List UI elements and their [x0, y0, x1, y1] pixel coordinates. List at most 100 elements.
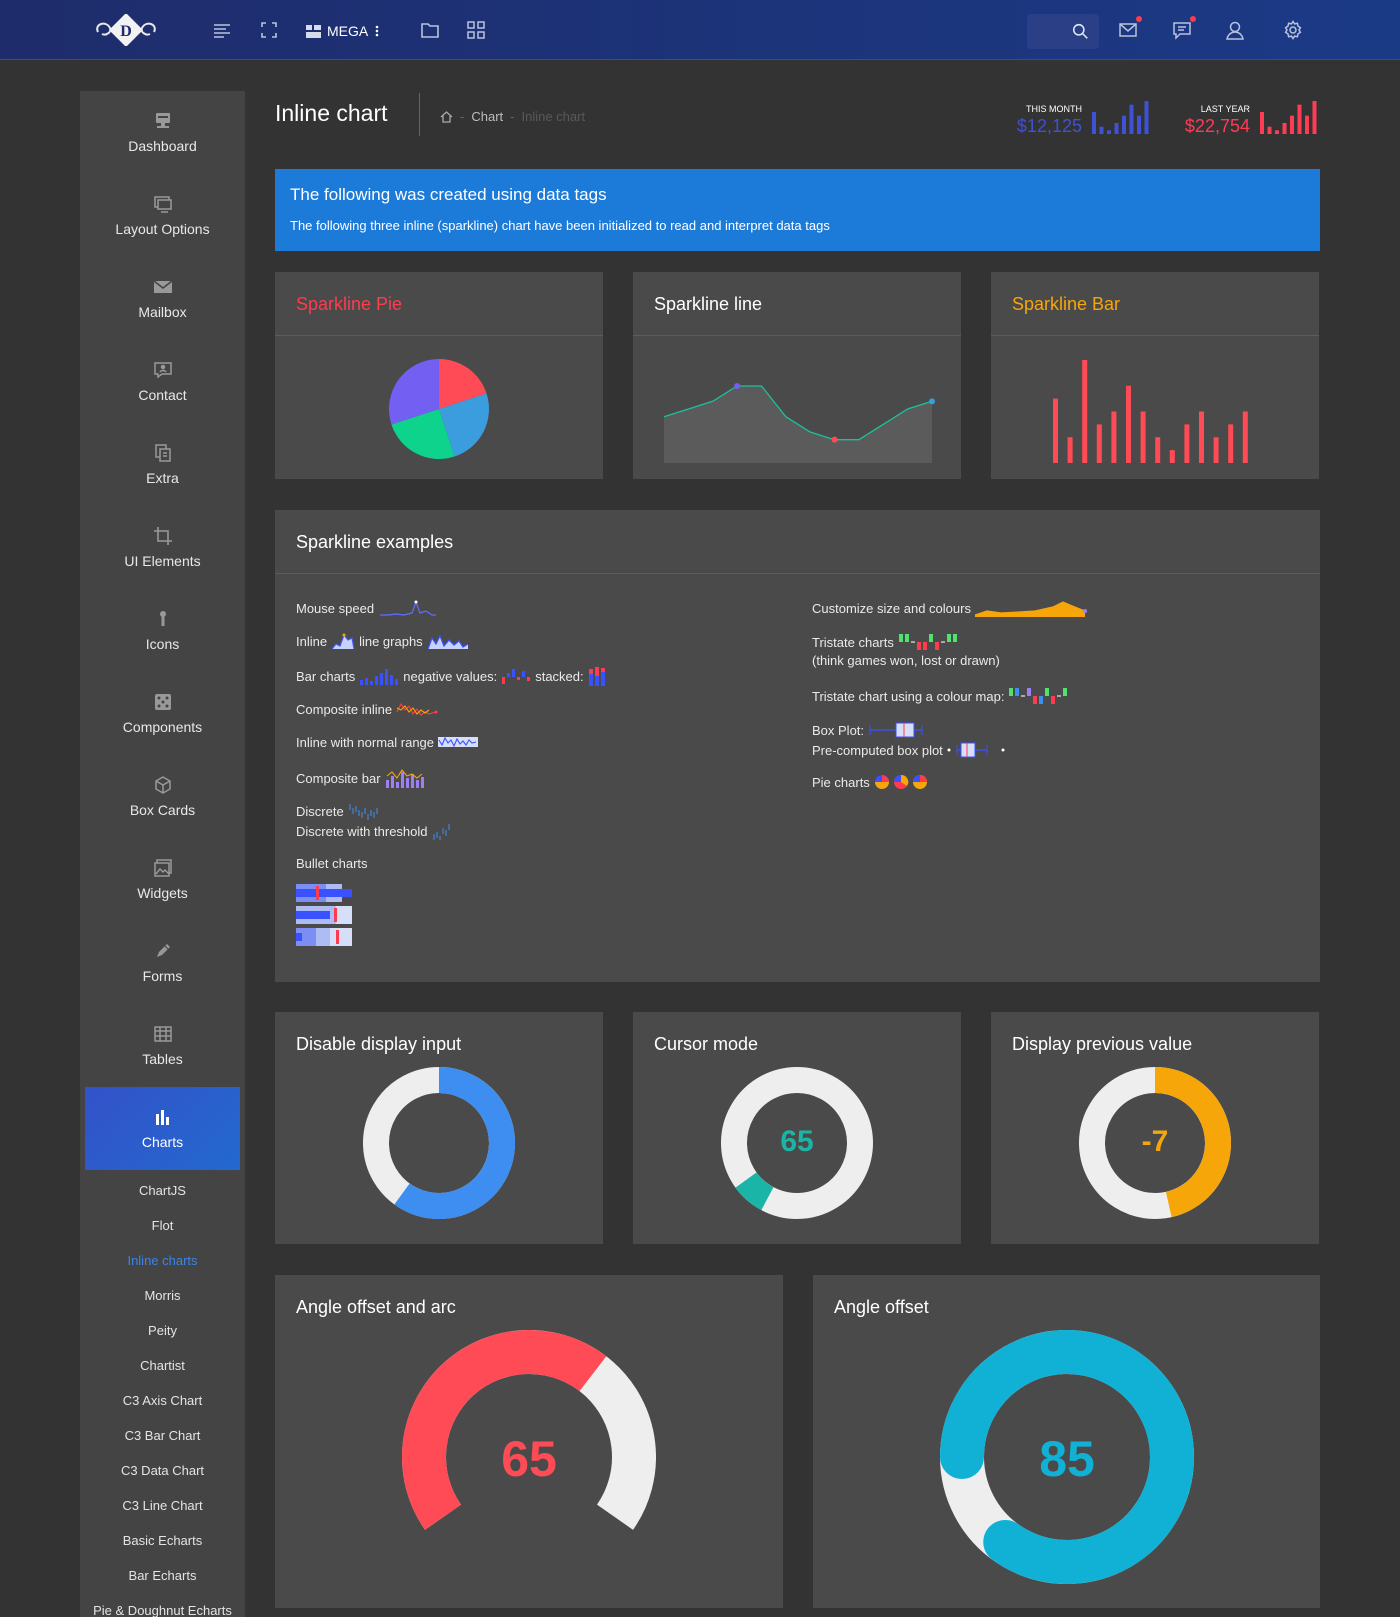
example-discrete: Discrete: [296, 802, 378, 820]
knob-disable-input[interactable]: [363, 1067, 515, 1219]
mail-icon[interactable]: [1116, 16, 1142, 42]
sidebar-item-box-cards[interactable]: Box Cards: [80, 755, 245, 838]
sidebar-item-icons[interactable]: Icons: [80, 589, 245, 672]
sidebar-item-ui-elements[interactable]: UI Elements: [80, 506, 245, 589]
gear-icon[interactable]: [1281, 18, 1305, 42]
sidebar-item-label: Contact: [138, 386, 187, 403]
negative-bar-sparkline: [502, 669, 531, 684]
stat-bar: [1275, 130, 1279, 134]
example-normal-range: Inline with normal range: [296, 734, 479, 750]
example-customize: Customize size and colours: [812, 599, 1087, 617]
knob-cursor-mode[interactable]: [721, 1067, 873, 1219]
sidebar-item-mailbox[interactable]: Mailbox: [80, 257, 245, 340]
example-label: Customize size and colours: [812, 600, 971, 616]
folder-icon[interactable]: [418, 18, 442, 42]
sidebar-item-contact[interactable]: Contact: [80, 340, 245, 423]
submenu-item-morris[interactable]: Morris: [144, 1288, 181, 1303]
sidebar-item-label: Mailbox: [138, 303, 187, 320]
submenu-item-chartjs[interactable]: ChartJS: [139, 1183, 186, 1198]
submenu-item-bar-echarts[interactable]: Bar Echarts: [128, 1568, 197, 1583]
expand-icon[interactable]: [257, 18, 281, 42]
this-month-stat: THIS MONTH $12,125: [1012, 104, 1082, 137]
knob-fill: [940, 1330, 1194, 1584]
knob-angle-offset[interactable]: [940, 1330, 1194, 1584]
tristate-colormap-sparkline: [1009, 688, 1068, 704]
submenu-item-c3-axis[interactable]: C3 Axis Chart: [122, 1393, 203, 1408]
user-icon[interactable]: [1223, 18, 1247, 42]
example-label: Discrete with threshold: [296, 823, 428, 839]
sparkline-bar-chart: [1053, 360, 1248, 463]
example-composite-bar: Composite bar: [296, 768, 425, 788]
knob-value: -7: [1141, 1125, 1169, 1158]
example-label: Tristate charts: [812, 634, 894, 650]
sidebar-item-label: Icons: [145, 635, 180, 652]
submenu-item-inline-charts[interactable]: Inline charts: [127, 1253, 198, 1268]
submenu-item-c3-line[interactable]: C3 Line Chart: [122, 1498, 203, 1513]
card-title: Angle offset and arc: [296, 1297, 456, 1317]
stat-bar: [1282, 123, 1287, 134]
submenu-item-c3-bar[interactable]: C3 Bar Chart: [124, 1428, 201, 1443]
sidebar-item-label: Forms: [142, 967, 183, 984]
example-label: Inline with normal range: [296, 734, 435, 750]
sidebar-item-layout-options[interactable]: Layout Options: [80, 174, 245, 257]
contact-icon: [153, 361, 172, 379]
line-min-point: [831, 436, 838, 443]
bullet-charts: [296, 884, 352, 946]
knob-card-previous-value: Display previous value -7: [991, 1012, 1319, 1244]
stat-bar: [1114, 123, 1119, 134]
sidebar-item-widgets[interactable]: Widgets: [80, 838, 245, 921]
sidebar-item-tables[interactable]: Tables: [80, 1004, 245, 1087]
example-discrete-threshold: Discrete with threshold: [296, 822, 452, 840]
search-box[interactable]: [1027, 14, 1099, 49]
submenu-item-peity[interactable]: Peity: [148, 1323, 177, 1338]
example-precomputed: Pre-computed box plot: [812, 741, 1007, 759]
example-mouse-speed: Mouse speed: [296, 599, 438, 617]
submenu-item-chartist[interactable]: Chartist: [140, 1358, 185, 1373]
bar: [1199, 411, 1204, 463]
knob-angle-arc[interactable]: [402, 1330, 656, 1584]
cube-icon: [154, 775, 172, 794]
knob-card-disable-input: Disable display input: [275, 1012, 603, 1244]
menu-lines-icon[interactable]: [210, 18, 234, 42]
sidebar-item-dashboard[interactable]: Dashboard: [80, 91, 245, 174]
monitor-icon: [153, 195, 172, 213]
bar: [1067, 437, 1073, 463]
brand-logo[interactable]: D: [92, 14, 160, 46]
example-label: Tristate chart using a colour map:: [812, 688, 1005, 704]
sidebar-item-charts[interactable]: Charts: [85, 1087, 240, 1170]
breadcrumb-chart[interactable]: Chart: [471, 109, 504, 124]
last-year-stat: LAST YEAR $22,754: [1180, 104, 1250, 137]
sparkline-examples-card: Sparkline examples Mouse speed Inline li…: [275, 510, 1320, 982]
pie-slice: [389, 359, 439, 425]
stat-bar: [1122, 115, 1126, 134]
search-icon[interactable]: [1072, 23, 1089, 40]
example-tristate-map: Tristate chart using a colour map:: [812, 686, 1070, 706]
stat-bar: [1305, 115, 1309, 134]
submenu-item-pie-echarts[interactable]: Pie & Doughnut Echarts: [93, 1603, 232, 1617]
sidebar-item-label: Layout Options: [115, 220, 210, 237]
mega-menu-button[interactable]: MEGA: [306, 20, 380, 42]
submenu-item-flot[interactable]: Flot: [151, 1218, 174, 1233]
discrete-threshold-sparkline: [433, 824, 449, 840]
knob-previous-value[interactable]: [1079, 1067, 1231, 1219]
sidebar-item-components[interactable]: Components: [80, 672, 245, 755]
box-plot-sparkline: [869, 722, 923, 738]
sidebar-item-extra[interactable]: Extra: [80, 423, 245, 506]
bar-sparkline: [360, 669, 399, 685]
bar: [1126, 385, 1131, 463]
example-label: Mouse speed: [296, 600, 375, 616]
stacked-bar-sparkline: [588, 667, 605, 686]
submenu-item-c3-data[interactable]: C3 Data Chart: [120, 1463, 205, 1478]
bar: [1111, 411, 1117, 463]
this-month-label: THIS MONTH: [1026, 104, 1082, 114]
tristate-sparkline: [898, 634, 957, 650]
sidebar-item-forms[interactable]: Forms: [80, 921, 245, 1004]
home-icon[interactable]: [440, 110, 453, 123]
chat-icon[interactable]: [1170, 16, 1196, 42]
submenu-item-basic-echarts[interactable]: Basic Echarts: [122, 1533, 203, 1548]
grid-icon[interactable]: [464, 18, 488, 42]
sidebar-item-label: Widgets: [137, 884, 188, 901]
stat-bar: [1297, 104, 1302, 134]
divider: [419, 93, 420, 136]
stat-bar: [1260, 112, 1264, 134]
